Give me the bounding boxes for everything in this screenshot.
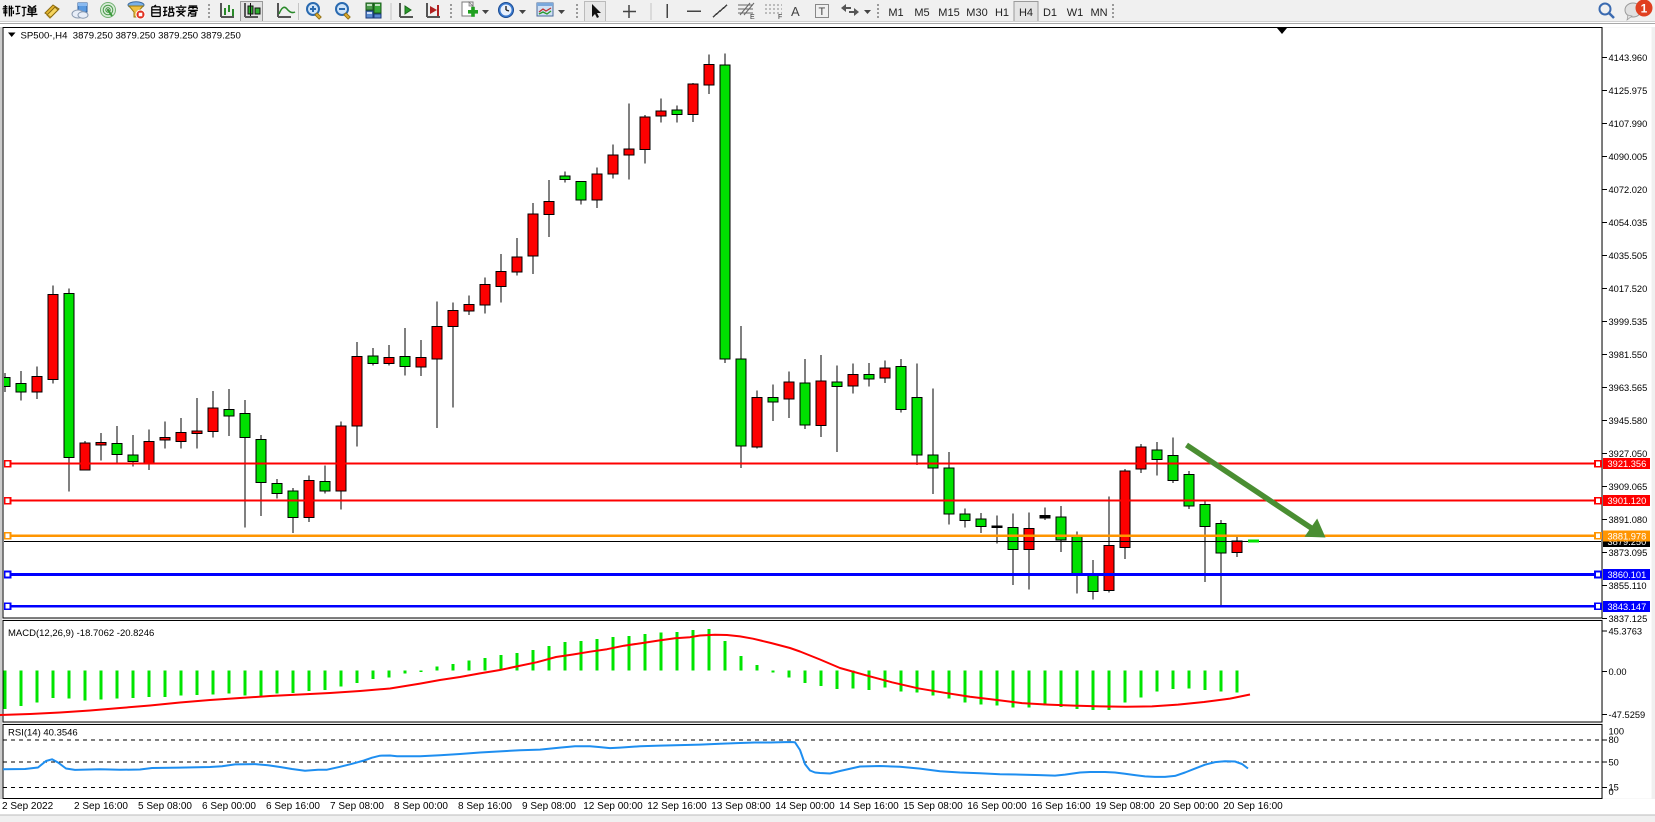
- svg-text:3843.147: 3843.147: [1608, 602, 1647, 612]
- svg-text:3855.110: 3855.110: [1609, 581, 1647, 591]
- svg-text:80: 80: [1609, 735, 1619, 745]
- svg-text:6 Sep 16:00: 6 Sep 16:00: [266, 801, 320, 812]
- svg-text:0: 0: [1609, 787, 1614, 797]
- svg-text:4090.005: 4090.005: [1609, 152, 1648, 162]
- svg-text:100: 100: [1609, 727, 1625, 737]
- svg-text:3927.050: 3927.050: [1609, 449, 1648, 459]
- svg-text:D1: D1: [1043, 7, 1057, 19]
- svg-text:M1: M1: [888, 7, 903, 19]
- svg-text:3860.101: 3860.101: [1608, 570, 1647, 580]
- svg-text:45.3763: 45.3763: [1609, 627, 1643, 637]
- svg-text:3963.565: 3963.565: [1609, 383, 1648, 393]
- svg-text:3909.065: 3909.065: [1609, 482, 1648, 492]
- svg-text:12 Sep 00:00: 12 Sep 00:00: [583, 801, 643, 812]
- svg-text:3881.978: 3881.978: [1608, 531, 1647, 541]
- svg-text:T: T: [819, 6, 826, 18]
- svg-text:8 Sep 00:00: 8 Sep 00:00: [394, 801, 448, 812]
- svg-text:4054.035: 4054.035: [1609, 218, 1648, 228]
- svg-text:RSI(14) 40.3546: RSI(14) 40.3546: [8, 728, 78, 739]
- svg-text:16 Sep 16:00: 16 Sep 16:00: [1031, 801, 1091, 812]
- svg-text:15: 15: [1609, 783, 1619, 793]
- svg-text:13 Sep 08:00: 13 Sep 08:00: [711, 801, 771, 812]
- svg-text:12 Sep 16:00: 12 Sep 16:00: [647, 801, 707, 812]
- svg-text:3891.080: 3891.080: [1609, 515, 1648, 525]
- svg-text:-47.5259: -47.5259: [1609, 710, 1646, 720]
- svg-text:7 Sep 08:00: 7 Sep 08:00: [330, 801, 384, 812]
- svg-text:20 Sep 16:00: 20 Sep 16:00: [1223, 801, 1283, 812]
- svg-text:6 Sep 00:00: 6 Sep 00:00: [202, 801, 256, 812]
- svg-text:5 Sep 08:00: 5 Sep 08:00: [138, 801, 192, 812]
- svg-text:4107.990: 4107.990: [1609, 119, 1648, 129]
- svg-text:3901.120: 3901.120: [1608, 496, 1647, 506]
- svg-text:MACD(12,26,9) -18.7062 -20.824: MACD(12,26,9) -18.7062 -20.8246: [8, 628, 154, 639]
- svg-text:15 Sep 08:00: 15 Sep 08:00: [903, 801, 963, 812]
- svg-text:3879.250: 3879.250: [1608, 537, 1647, 547]
- svg-text:A: A: [791, 4, 800, 19]
- svg-text:2 Sep 16:00: 2 Sep 16:00: [74, 801, 128, 812]
- svg-text:SP500-,H4 3879.250 3879.250 3: SP500-,H4 3879.250 3879.250 3879.250 387…: [21, 31, 241, 42]
- svg-text:1: 1: [1641, 2, 1648, 16]
- svg-text:4035.505: 4035.505: [1609, 251, 1648, 261]
- svg-text:20 Sep 00:00: 20 Sep 00:00: [1159, 801, 1219, 812]
- svg-text:2 Sep 2022: 2 Sep 2022: [2, 801, 54, 812]
- svg-text:4125.975: 4125.975: [1609, 86, 1648, 96]
- svg-text:4017.520: 4017.520: [1609, 284, 1648, 294]
- svg-text:4143.960: 4143.960: [1609, 53, 1648, 63]
- svg-text:9 Sep 08:00: 9 Sep 08:00: [522, 801, 576, 812]
- svg-text:M30: M30: [966, 7, 987, 19]
- svg-text:3999.535: 3999.535: [1609, 317, 1648, 327]
- svg-text:MN: MN: [1090, 7, 1107, 19]
- svg-text:W1: W1: [1067, 7, 1084, 19]
- svg-text:H4: H4: [1019, 7, 1033, 19]
- svg-text:19 Sep 08:00: 19 Sep 08:00: [1095, 801, 1155, 812]
- svg-text:16 Sep 00:00: 16 Sep 00:00: [967, 801, 1027, 812]
- svg-text:8 Sep 16:00: 8 Sep 16:00: [458, 801, 512, 812]
- svg-text:14 Sep 00:00: 14 Sep 00:00: [775, 801, 835, 812]
- svg-text:3945.580: 3945.580: [1609, 416, 1648, 426]
- svg-text:0.00: 0.00: [1609, 667, 1627, 677]
- svg-text:3873.095: 3873.095: [1609, 548, 1648, 558]
- svg-text:M15: M15: [938, 7, 959, 19]
- svg-text:3921.356: 3921.356: [1608, 459, 1647, 469]
- svg-text:3981.550: 3981.550: [1609, 350, 1648, 360]
- svg-text:E: E: [750, 14, 755, 21]
- svg-text:3837.125: 3837.125: [1609, 614, 1648, 624]
- svg-text:50: 50: [1609, 758, 1619, 768]
- svg-text:F: F: [778, 14, 782, 21]
- svg-text:4072.020: 4072.020: [1609, 185, 1648, 195]
- svg-text:H1: H1: [995, 7, 1009, 19]
- svg-text:M5: M5: [914, 7, 929, 19]
- svg-text:14 Sep 16:00: 14 Sep 16:00: [839, 801, 899, 812]
